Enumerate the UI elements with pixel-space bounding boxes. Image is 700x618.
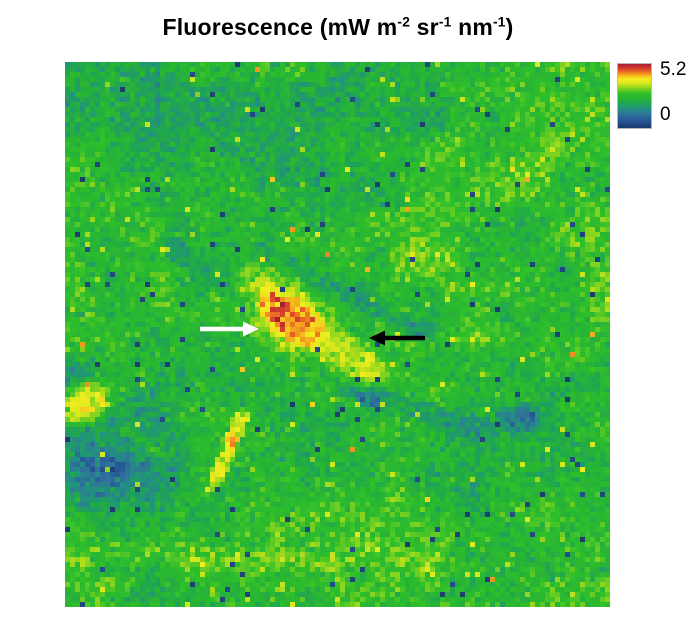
title-superscript: -1	[438, 14, 452, 30]
fluorescence-heatmap	[65, 62, 610, 607]
title-text: sr	[410, 14, 439, 40]
title-text: )	[505, 14, 514, 40]
colorbar-tick-max: 5.2	[660, 59, 687, 81]
colorbar-gradient	[617, 63, 652, 129]
title-text: Fluorescence (mW m	[162, 14, 398, 40]
title-superscript: -2	[397, 14, 411, 30]
colorbar-tick-zero: 0	[660, 103, 671, 125]
title-text: nm	[451, 14, 493, 40]
figure-title: Fluorescence (mW m-2 sr-1 nm-1)	[0, 14, 676, 41]
title-superscript: -1	[492, 14, 506, 30]
